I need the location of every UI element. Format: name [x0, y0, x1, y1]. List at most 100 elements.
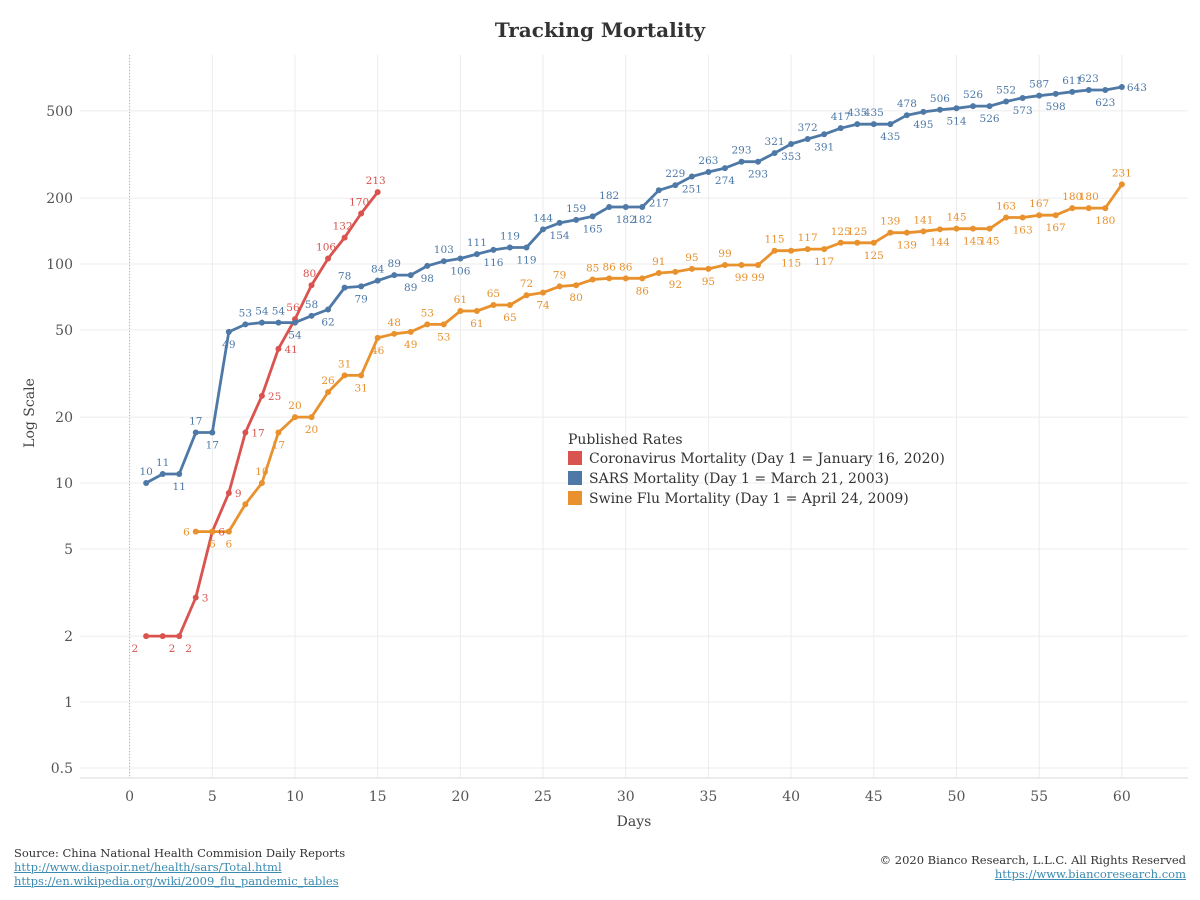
data-point — [556, 283, 563, 290]
data-point — [291, 319, 298, 326]
data-label: 84 — [371, 264, 385, 276]
data-point — [837, 239, 844, 246]
point-labels: 2 2 23691725415680106132170213101111171749… — [131, 73, 1146, 655]
data-label: 20 — [288, 400, 301, 412]
legend: Published Rates Coronavirus Mortality (D… — [568, 432, 945, 507]
data-label: 99 — [751, 272, 764, 284]
data-label: 53 — [421, 307, 434, 319]
data-label: 165 — [583, 223, 603, 235]
legend-swatch-1 — [568, 471, 582, 485]
data-point — [821, 131, 828, 138]
data-label: 163 — [1013, 225, 1033, 237]
data-point — [771, 247, 778, 254]
data-label: 293 — [748, 169, 768, 181]
data-point — [771, 150, 778, 157]
data-point — [1118, 83, 1125, 90]
data-label: 145 — [946, 212, 966, 224]
data-point — [1019, 94, 1026, 101]
data-point — [490, 301, 497, 308]
data-point — [490, 246, 497, 253]
data-label: 106 — [450, 265, 470, 277]
data-label: 62 — [321, 316, 334, 328]
data-label: 41 — [284, 344, 297, 356]
data-label: 293 — [731, 145, 751, 157]
data-label: 89 — [404, 282, 417, 294]
data-label: 31 — [354, 382, 367, 394]
chart-title: Tracking Mortality — [495, 18, 707, 42]
x-tick-label: 55 — [1030, 789, 1048, 805]
data-point — [870, 239, 877, 246]
data-point — [1036, 92, 1043, 99]
data-label: 56 — [286, 302, 300, 314]
data-point — [325, 389, 332, 396]
data-point — [308, 282, 315, 289]
source-text: Source: China National Health Commision … — [14, 846, 346, 860]
data-label: 182 — [616, 214, 636, 226]
data-label: 61 — [470, 318, 483, 330]
data-point — [953, 105, 960, 112]
data-point — [209, 429, 216, 436]
data-point — [341, 234, 348, 241]
data-label: 72 — [520, 278, 533, 290]
data-point — [887, 229, 894, 236]
data-label: 180 — [1079, 191, 1099, 203]
data-label: 125 — [864, 250, 884, 262]
data-label: 17 — [206, 440, 219, 452]
data-point — [225, 328, 232, 335]
data-label: 111 — [467, 237, 487, 249]
data-label: 46 — [371, 345, 385, 357]
data-point — [457, 308, 464, 315]
data-label: 99 — [735, 272, 748, 284]
data-label: 92 — [669, 279, 682, 291]
y-tick-label: 20 — [55, 410, 73, 426]
sars-source-link[interactable]: http://www.diaspoir.net/health/sars/Tota… — [14, 860, 282, 874]
data-label: 65 — [503, 312, 516, 324]
data-point — [920, 228, 927, 235]
data-point — [242, 429, 249, 436]
data-point — [606, 204, 613, 211]
data-point — [308, 312, 315, 319]
data-label: 2 — [131, 643, 138, 655]
data-label: 180 — [1062, 191, 1082, 203]
data-label: 506 — [930, 93, 950, 105]
data-point — [308, 414, 315, 421]
data-point — [358, 283, 365, 290]
data-point — [209, 528, 216, 535]
data-label: 154 — [550, 230, 570, 242]
data-point — [589, 276, 596, 283]
swine-flu-source-link[interactable]: https://en.wikipedia.org/wiki/2009_flu_p… — [14, 874, 339, 888]
x-tick-label: 0 — [125, 789, 134, 805]
data-point — [176, 470, 183, 477]
data-point — [936, 106, 943, 113]
data-label: 144 — [533, 212, 553, 224]
data-label: 229 — [665, 168, 685, 180]
data-label: 391 — [814, 141, 834, 153]
legend-entry-1: SARS Mortality (Day 1 = March 21, 2003) — [589, 471, 889, 487]
data-point — [721, 165, 728, 172]
data-point — [622, 275, 629, 282]
website-link[interactable]: https://www.biancoresearch.com — [994, 867, 1186, 881]
y-tick-label: 200 — [46, 191, 73, 207]
y-tick-label: 2 — [64, 629, 73, 645]
y-tick-label: 1 — [64, 695, 73, 711]
data-point — [143, 633, 150, 640]
legend-swatch-2 — [568, 491, 582, 505]
data-label: 54 — [272, 306, 286, 318]
data-point — [457, 255, 464, 262]
data-label: 117 — [814, 256, 834, 268]
data-point — [540, 289, 547, 296]
data-label: 145 — [980, 236, 1000, 248]
data-point — [903, 112, 910, 119]
x-tick-label: 45 — [865, 789, 883, 805]
data-label: 65 — [487, 288, 500, 300]
data-point — [374, 277, 381, 284]
data-point — [639, 275, 646, 282]
data-label: 623 — [1095, 97, 1115, 109]
data-label: 78 — [338, 271, 351, 283]
x-tick-label: 30 — [617, 789, 635, 805]
data-label: 6 — [225, 539, 232, 551]
data-label: 10 — [255, 466, 268, 478]
data-label: 85 — [586, 262, 599, 274]
data-point — [258, 480, 265, 487]
data-point — [424, 321, 431, 328]
